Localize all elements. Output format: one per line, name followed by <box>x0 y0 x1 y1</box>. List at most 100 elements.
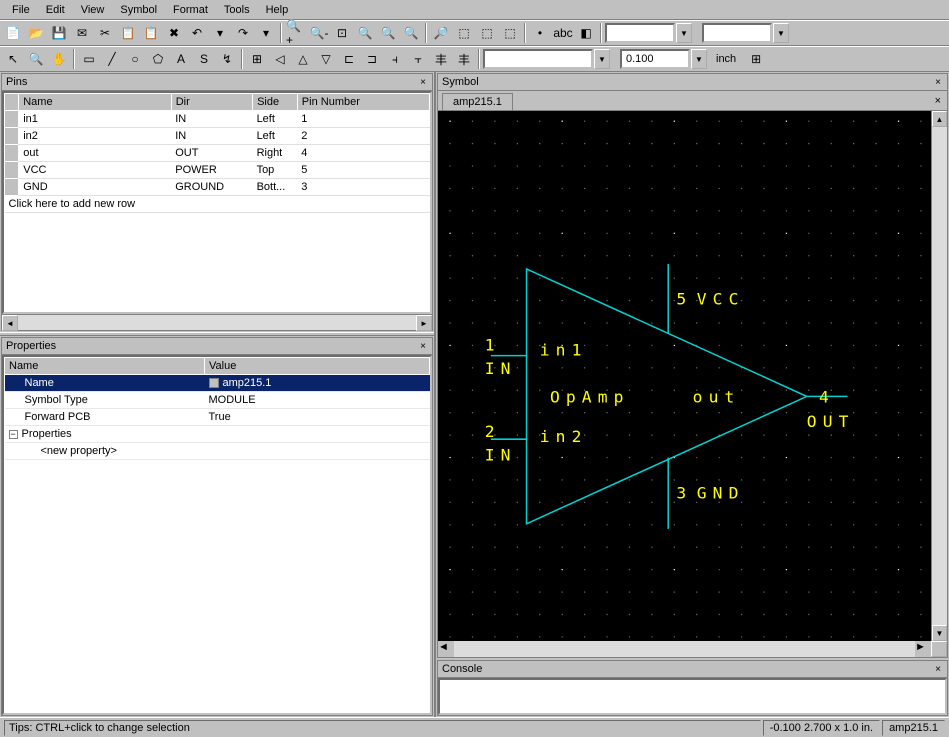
table-row[interactable]: VCCPOWERTop5 <box>5 162 430 179</box>
cell[interactable]: 4 <box>297 145 429 162</box>
prop-row[interactable]: Forward PCBTrue <box>5 409 430 426</box>
tb1-btn-8[interactable]: ↶ <box>186 22 208 44</box>
tb2b-1[interactable]: ╱ <box>101 48 123 70</box>
tb2c-6[interactable]: ⫞ <box>384 48 406 70</box>
table-row[interactable]: in2INLeft2 <box>5 128 430 145</box>
tb2b-5[interactable]: S <box>193 48 215 70</box>
tb2c-1[interactable]: ◁ <box>269 48 291 70</box>
tb1-btn-9[interactable]: ▾ <box>209 22 231 44</box>
pins-close-icon[interactable]: × <box>418 77 428 88</box>
prop-row[interactable]: Nameamp215.1 <box>5 375 430 392</box>
cell[interactable]: Left <box>253 128 298 145</box>
tb1-btn-3[interactable]: ✉ <box>71 22 93 44</box>
tb2c-4[interactable]: ⊏ <box>338 48 360 70</box>
tb1c-btn-1[interactable]: ⬚ <box>453 22 475 44</box>
tb1-btn-6[interactable]: 📋 <box>140 22 162 44</box>
cell[interactable]: 3 <box>297 179 429 196</box>
tb2c-0[interactable]: ⊞ <box>246 48 268 70</box>
cell[interactable]: Top <box>253 162 298 179</box>
prop-value[interactable]: amp215.1 <box>223 377 272 389</box>
tb2b-6[interactable]: ↯ <box>216 48 238 70</box>
cell[interactable]: IN <box>171 111 252 128</box>
tb2b-2[interactable]: ○ <box>124 48 146 70</box>
cell[interactable]: POWER <box>171 162 252 179</box>
tb1d-btn-1[interactable]: abc <box>552 22 574 44</box>
menu-edit[interactable]: Edit <box>38 2 73 18</box>
props-col-value[interactable]: Value <box>205 358 430 375</box>
cell[interactable]: out <box>19 145 172 162</box>
pins-col-dir[interactable]: Dir <box>171 94 252 111</box>
menu-view[interactable]: View <box>73 2 113 18</box>
scroll-left-icon[interactable]: ◄ <box>2 315 18 331</box>
tb1c-btn-3[interactable]: ⬚ <box>499 22 521 44</box>
properties-close-icon[interactable]: × <box>418 341 428 352</box>
tb1-btn-4[interactable]: ✂ <box>94 22 116 44</box>
props-col-name[interactable]: Name <box>5 358 205 375</box>
dropdown-icon[interactable]: ▼ <box>594 49 610 69</box>
tb1b-btn-0[interactable]: 🔍+ <box>285 22 307 44</box>
tb2a-1[interactable]: 🔍 <box>25 48 47 70</box>
tab-close-icon[interactable]: × <box>929 93 947 110</box>
scroll-down-icon[interactable]: ▼ <box>932 625 947 641</box>
row-header[interactable] <box>5 111 19 128</box>
pins-col-pin-number[interactable]: Pin Number <box>297 94 429 111</box>
tb2c-5[interactable]: ⊐ <box>361 48 383 70</box>
h-splitter[interactable] <box>0 332 434 336</box>
tb2-field-1[interactable] <box>483 49 593 69</box>
dropdown-icon[interactable]: ▼ <box>676 23 692 43</box>
table-row[interactable]: outOUTRight4 <box>5 145 430 162</box>
scroll-right-icon[interactable]: ► <box>416 315 432 331</box>
tb1b-btn-2[interactable]: ⊡ <box>331 22 353 44</box>
tb1-btn-2[interactable]: 💾 <box>48 22 70 44</box>
pins-col-name[interactable]: Name <box>19 94 172 111</box>
symbol-canvas[interactable]: 1INin12INin2OpAmpout4OUT5VCC3GND <box>438 111 931 641</box>
prop-value[interactable]: True <box>209 411 231 423</box>
prop-row[interactable]: −Properties <box>5 426 430 443</box>
tb1c-btn-2[interactable]: ⬚ <box>476 22 498 44</box>
tb2c-9[interactable]: 丰 <box>453 48 475 70</box>
menu-format[interactable]: Format <box>165 2 216 18</box>
scroll-right-icon[interactable]: ► <box>915 641 931 657</box>
tb1-btn-11[interactable]: ▾ <box>255 22 277 44</box>
prop-value[interactable]: MODULE <box>209 394 256 406</box>
dropdown-icon[interactable]: ▼ <box>773 23 789 43</box>
prop-row[interactable]: <new property> <box>5 443 430 460</box>
cell[interactable]: 2 <box>297 128 429 145</box>
tab-amp215[interactable]: amp215.1 <box>442 93 513 110</box>
scroll-track[interactable] <box>18 315 416 330</box>
table-row[interactable]: in1INLeft1 <box>5 111 430 128</box>
row-header[interactable] <box>5 145 19 162</box>
tb1d-btn-2[interactable]: ◧ <box>575 22 597 44</box>
menu-symbol[interactable]: Symbol <box>112 2 165 18</box>
cell[interactable]: IN <box>171 128 252 145</box>
cell[interactable]: Bott... <box>253 179 298 196</box>
tb2c-7[interactable]: ⫟ <box>407 48 429 70</box>
tb1-btn-0[interactable]: 📄 <box>2 22 24 44</box>
tb1d-btn-0[interactable]: • <box>529 22 551 44</box>
dropdown-icon[interactable]: ▼ <box>691 49 707 69</box>
tb1b-btn-4[interactable]: 🔍 <box>377 22 399 44</box>
console-close-icon[interactable]: × <box>933 664 943 675</box>
scroll-up-icon[interactable]: ▲ <box>932 111 947 127</box>
cell[interactable]: Right <box>253 145 298 162</box>
canvas-hscroll[interactable]: ◄ ► <box>438 641 947 657</box>
tb2b-4[interactable]: A <box>170 48 192 70</box>
tb1b-btn-5[interactable]: 🔍 <box>400 22 422 44</box>
row-header[interactable] <box>5 179 19 196</box>
tb-dropdown-1[interactable] <box>605 23 675 43</box>
menu-file[interactable]: File <box>4 2 38 18</box>
tb1-btn-5[interactable]: 📋 <box>117 22 139 44</box>
tb2b-3[interactable]: ⬠ <box>147 48 169 70</box>
tb2c-2[interactable]: △ <box>292 48 314 70</box>
canvas-vscroll[interactable]: ▲ ▼ <box>931 111 947 641</box>
cell[interactable]: GND <box>19 179 172 196</box>
tb1b-btn-3[interactable]: 🔍 <box>354 22 376 44</box>
cell[interactable]: GROUND <box>171 179 252 196</box>
grid-size-field[interactable]: 0.100 <box>620 49 690 69</box>
tb1-btn-1[interactable]: 📂 <box>25 22 47 44</box>
row-header[interactable] <box>5 162 19 179</box>
tb1-btn-7[interactable]: ✖ <box>163 22 185 44</box>
console-body[interactable] <box>438 678 947 715</box>
tb1-btn-10[interactable]: ↷ <box>232 22 254 44</box>
pins-col-side[interactable]: Side <box>253 94 298 111</box>
